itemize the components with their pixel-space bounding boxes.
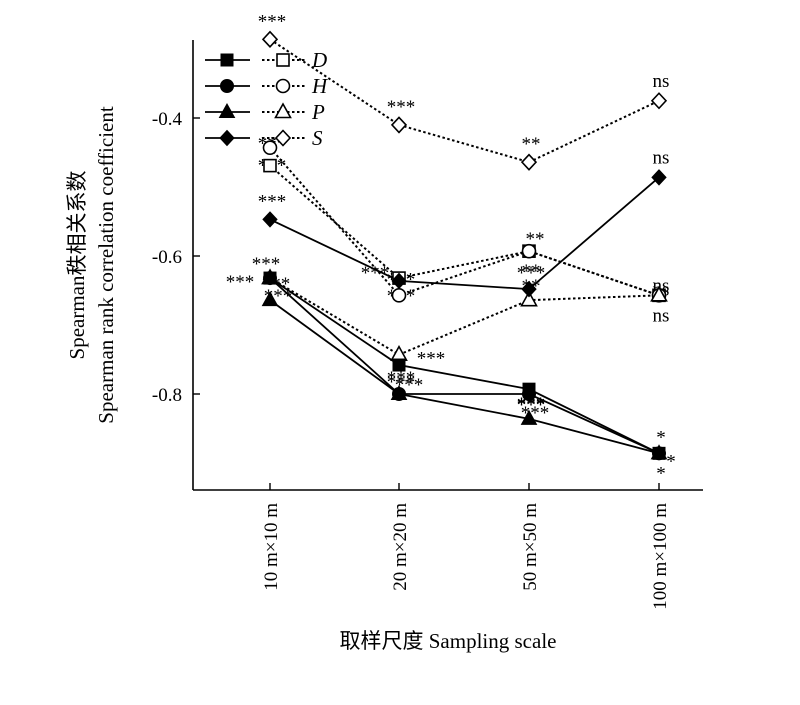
x-axis-title: 取样尺度 Sampling scale: [340, 629, 557, 653]
marker-S-solid: [521, 280, 537, 298]
significance-label: ***: [387, 368, 416, 389]
legend-label: S: [312, 126, 323, 150]
legend-marker-solid: [219, 129, 235, 147]
y-tick-label: -0.4: [152, 109, 183, 130]
series-line-H-dotted: [269, 147, 660, 297]
marker-D-dotted: [263, 158, 277, 173]
series-line-H-solid: [269, 277, 660, 455]
series-markers: [261, 30, 668, 461]
y-ticks: -0.8 -0.6 -0.4: [152, 109, 200, 406]
significance-label: ***: [387, 97, 416, 118]
marker-P-solid: [520, 409, 538, 425]
significance-label: ns: [653, 71, 670, 92]
legend-marker-dotted: [274, 102, 292, 119]
marker-S-dotted: [650, 92, 668, 110]
y-tick-label: -0.6: [152, 247, 182, 268]
significance-labels: ************************************ **ns…: [226, 11, 676, 484]
axes: [192, 40, 703, 491]
marker-P-solid: [390, 384, 408, 400]
legend-marker-solid: [220, 79, 234, 93]
y-axis-title-en: Spearman rank correlation coefficient: [94, 106, 118, 424]
marker-S-solid: [651, 169, 667, 186]
significance-label: ***: [387, 372, 416, 393]
significance-label: ***: [226, 272, 255, 293]
series-line-D-solid: [269, 277, 660, 455]
legend-marker-solid: [218, 102, 236, 118]
series-line-S-solid: [269, 176, 660, 291]
marker-P-solid: [261, 291, 279, 307]
y-tick-label: -0.8: [152, 385, 182, 406]
marker-P-dotted: [520, 290, 538, 307]
series-line-S-dotted: [269, 38, 660, 164]
significance-label: *: [656, 463, 666, 484]
significance-label: **: [522, 134, 541, 155]
legend-marker-dotted: [276, 53, 290, 67]
marker-P-solid: [650, 444, 668, 460]
significance-label: ***: [252, 254, 281, 275]
x-tick-label: 50 m×50 m: [520, 503, 541, 591]
series-line-P-solid: [269, 299, 660, 455]
significance-label: ***: [417, 349, 446, 370]
significance-label: ***: [258, 191, 287, 212]
marker-S-solid: [391, 272, 407, 290]
series-lines: [269, 38, 660, 455]
marker-D-solid: [392, 358, 406, 372]
marker-H-dotted: [521, 243, 537, 259]
x-tick-label: 20 m×20 m: [390, 503, 411, 591]
legend-marker-dotted: [274, 129, 292, 147]
marker-S-solid: [262, 211, 278, 228]
marker-H-solid: [263, 271, 277, 286]
x-tick-label: 10 m×10 m: [261, 503, 282, 591]
significance-label: ns: [653, 147, 670, 168]
significance-label: ***: [361, 263, 390, 284]
x-ticks: 10 m×10 m 20 m×20 m 50 m×50 m 100 m×100 m: [261, 483, 671, 610]
marker-S-dotted: [520, 153, 538, 171]
significance-label: *: [656, 427, 666, 448]
legend-label: H: [311, 74, 329, 98]
significance-label: ns: [653, 305, 670, 326]
y-axis-title-cn: Spearman秩相关系数: [65, 171, 89, 360]
marker-P-dotted: [650, 285, 668, 302]
significance-label: *: [666, 451, 676, 472]
x-tick-label: 100 m×100 m: [650, 503, 671, 610]
marker-S-dotted: [261, 30, 279, 49]
significance-label: ***: [258, 11, 287, 32]
significance-label: ***: [517, 394, 546, 415]
legend-label: P: [311, 100, 325, 124]
marker-H-dotted: [391, 288, 407, 303]
significance-label: ***: [517, 395, 546, 416]
marker-H-solid: [522, 387, 536, 401]
series-line-P-dotted: [269, 277, 660, 356]
marker-H-dotted: [262, 140, 278, 155]
significance-label: ***: [517, 263, 546, 284]
legend-marker-dotted: [275, 78, 291, 94]
legend-marker-solid: [220, 53, 234, 67]
significance-label: **: [522, 261, 541, 282]
legend-label: D: [311, 48, 327, 72]
marker-S-dotted: [390, 116, 408, 134]
series-line-D-dotted: [269, 164, 660, 297]
